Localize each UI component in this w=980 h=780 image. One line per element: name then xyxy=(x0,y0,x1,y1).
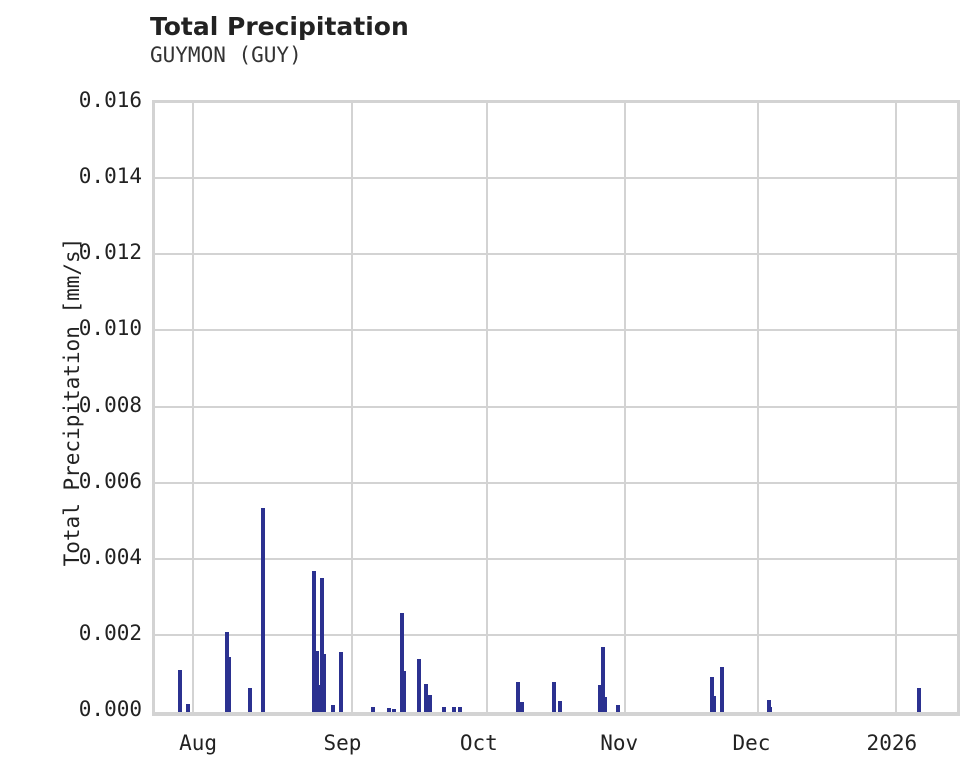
y-axis-tick-label: 0.016 xyxy=(78,88,142,112)
y-axis-tick-label: 0.002 xyxy=(78,620,142,645)
x-axis-tick-label: Oct xyxy=(459,731,498,755)
y-axis-tick-label: 0.014 xyxy=(78,164,142,189)
chart-subtitle: GUYMON (GUY) xyxy=(150,43,302,67)
bar xyxy=(616,705,621,712)
gridline-vertical xyxy=(192,103,195,712)
bar xyxy=(226,656,231,712)
gridline-horizontal xyxy=(155,633,957,636)
bar xyxy=(427,694,432,712)
bar xyxy=(423,684,428,712)
bar xyxy=(322,653,327,712)
bar xyxy=(712,695,717,712)
gridline-horizontal xyxy=(155,101,957,103)
y-axis-tick-label: 0.006 xyxy=(78,468,142,493)
gridline-horizontal xyxy=(155,177,957,180)
x-axis-tick-label: Sep xyxy=(323,731,362,755)
gridline-horizontal xyxy=(155,405,957,408)
bar xyxy=(391,708,396,712)
title-block: Total Precipitation GUYMON (GUY) xyxy=(150,12,850,68)
bar xyxy=(248,688,253,712)
bar xyxy=(457,707,462,712)
gridline-horizontal xyxy=(155,329,957,332)
bar xyxy=(451,707,456,712)
gridline-vertical xyxy=(624,103,627,712)
y-axis-tick-label: 0.012 xyxy=(78,240,142,265)
page-title: Total Precipitation xyxy=(150,12,409,41)
bar xyxy=(720,667,725,712)
bar xyxy=(399,612,404,712)
bar xyxy=(370,707,375,712)
bar xyxy=(916,687,921,712)
gridline-horizontal xyxy=(155,481,957,484)
x-axis-tick-label: Dec xyxy=(732,731,771,755)
bar xyxy=(312,570,317,712)
gridline-vertical xyxy=(756,103,759,712)
bar xyxy=(317,684,322,712)
bar xyxy=(177,670,182,712)
gridline-vertical xyxy=(486,103,489,712)
x-axis-tick-label: 2026 xyxy=(866,731,918,755)
bar xyxy=(401,670,406,712)
gridline-horizontal xyxy=(155,557,957,560)
x-axis-tick-label: Nov xyxy=(600,731,639,755)
bar xyxy=(315,651,320,712)
bar xyxy=(386,707,391,712)
gridlines xyxy=(155,101,957,712)
bar xyxy=(551,682,556,712)
y-axis-tick-label: 0.004 xyxy=(78,544,142,569)
bar xyxy=(261,508,266,712)
bar xyxy=(598,685,603,712)
bar xyxy=(710,676,715,712)
plot-area xyxy=(152,100,960,716)
bar xyxy=(331,704,336,712)
bar-series xyxy=(155,103,957,712)
bar xyxy=(416,659,421,712)
bar xyxy=(558,700,562,712)
bar xyxy=(224,631,229,712)
x-axis-tick-label: Aug xyxy=(179,731,218,755)
bar xyxy=(185,703,190,712)
bar xyxy=(601,646,606,712)
y-axis-tick-labels: 0.000 0.002 0.004 0.006 0.008 0.010 0.012 0.014… xyxy=(0,0,142,780)
gridline-vertical xyxy=(350,103,353,712)
bar xyxy=(320,577,325,712)
y-axis-tick-label: 0.010 xyxy=(78,316,142,341)
bar xyxy=(603,696,608,712)
bar xyxy=(766,700,771,712)
gridline-vertical xyxy=(895,103,898,712)
bar xyxy=(339,651,344,712)
bar xyxy=(441,707,446,712)
y-axis-tick-label: 0.008 xyxy=(78,392,142,417)
gridline-horizontal xyxy=(155,253,957,256)
bar xyxy=(515,681,520,712)
bar xyxy=(519,701,524,712)
bar xyxy=(767,707,772,712)
y-axis-tick-label: 0.000 xyxy=(78,697,142,721)
